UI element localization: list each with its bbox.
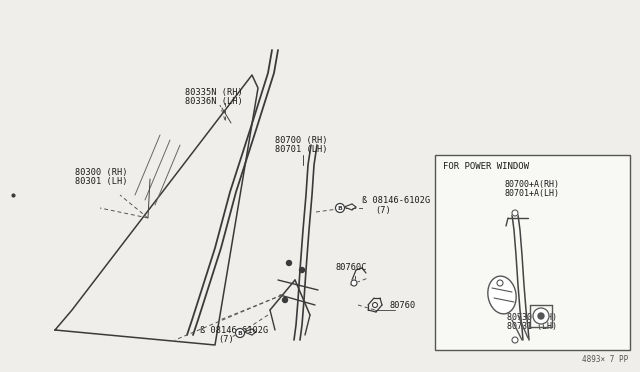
Circle shape bbox=[533, 308, 549, 324]
Circle shape bbox=[538, 313, 544, 319]
Circle shape bbox=[335, 203, 344, 212]
Text: B: B bbox=[237, 331, 243, 336]
Text: 80701 (LH): 80701 (LH) bbox=[275, 145, 328, 154]
Circle shape bbox=[497, 280, 503, 286]
Bar bbox=[435, 155, 630, 350]
Text: 80760C: 80760C bbox=[335, 263, 367, 272]
Circle shape bbox=[236, 328, 244, 337]
Ellipse shape bbox=[488, 276, 516, 314]
Text: ß 08146-6102G: ß 08146-6102G bbox=[200, 326, 268, 335]
Text: FOR POWER WINDOW: FOR POWER WINDOW bbox=[443, 162, 529, 171]
Text: B: B bbox=[337, 206, 342, 211]
Text: 80700+A(RH): 80700+A(RH) bbox=[504, 180, 559, 189]
Text: 80700 (RH): 80700 (RH) bbox=[275, 136, 328, 145]
Text: (7): (7) bbox=[218, 335, 234, 344]
Text: (7): (7) bbox=[375, 206, 391, 215]
Circle shape bbox=[372, 302, 378, 308]
Circle shape bbox=[282, 298, 287, 302]
Circle shape bbox=[300, 267, 305, 273]
Text: 4893× 7 PP: 4893× 7 PP bbox=[582, 355, 628, 364]
Circle shape bbox=[287, 260, 291, 266]
Circle shape bbox=[512, 210, 518, 216]
Circle shape bbox=[512, 337, 518, 343]
Text: 80301 (LH): 80301 (LH) bbox=[75, 177, 127, 186]
Circle shape bbox=[351, 280, 357, 286]
Text: 80731 (LH): 80731 (LH) bbox=[507, 322, 557, 331]
Text: 80701+A(LH): 80701+A(LH) bbox=[504, 189, 559, 198]
Text: 80760: 80760 bbox=[390, 301, 416, 310]
Text: 80335N (RH): 80335N (RH) bbox=[185, 88, 243, 97]
Text: 80300 (RH): 80300 (RH) bbox=[75, 168, 127, 177]
Text: 80336N (LH): 80336N (LH) bbox=[185, 97, 243, 106]
Text: ß 08146-6102G: ß 08146-6102G bbox=[362, 196, 430, 205]
Text: 80730 (RH): 80730 (RH) bbox=[507, 313, 557, 322]
